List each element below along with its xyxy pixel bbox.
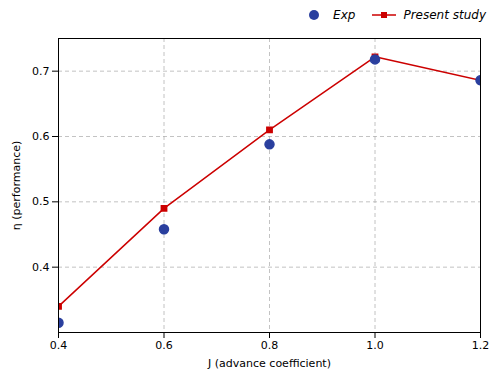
svg-text:1.2: 1.2: [472, 339, 490, 352]
svg-text:0.6: 0.6: [155, 339, 173, 352]
svg-text:0.6: 0.6: [32, 130, 50, 143]
svg-text:0.4: 0.4: [32, 261, 50, 274]
html-text:Present study: Present study: [403, 8, 486, 22]
svg-text:η (performance): η (performance): [10, 141, 23, 231]
svg-text:0.7: 0.7: [32, 65, 50, 78]
svg-text:0.5: 0.5: [32, 195, 50, 208]
html-text:Exp: Exp: [333, 8, 356, 22]
svg-text:1.0: 1.0: [366, 339, 384, 352]
svg-text:0.4: 0.4: [50, 339, 68, 352]
svg-text:J (advance coefficient): J (advance coefficient): [207, 357, 331, 370]
svg-text:0.8: 0.8: [261, 339, 279, 352]
